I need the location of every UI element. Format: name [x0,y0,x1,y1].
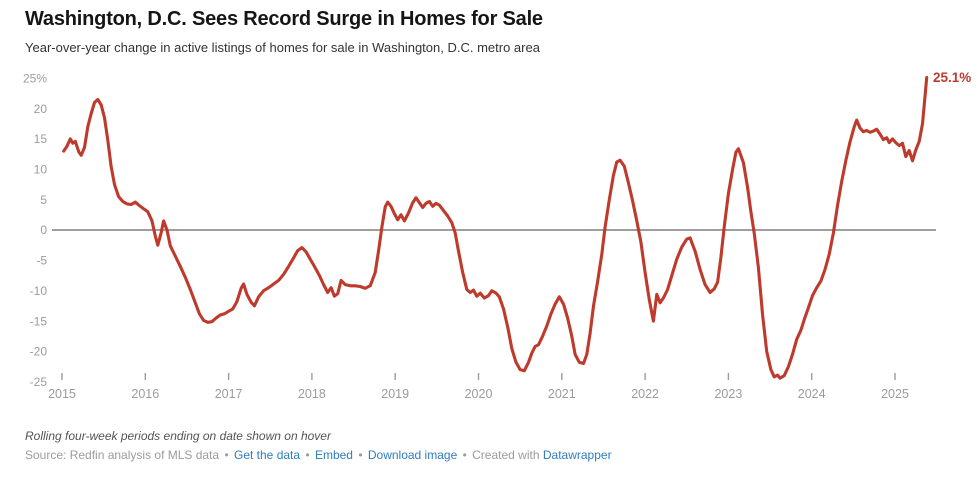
separator-dot: • [358,448,363,462]
source-text: Source: Redfin analysis of MLS data [25,448,220,462]
x-axis-label: 2023 [714,387,742,401]
line-chart: 25% 20 15 10 5 0 -5 -10 -15 -20 -25 2015 2016 2017 201… [0,60,980,412]
y-axis-label: -25 [30,375,48,389]
y-axis-label: 15 [34,132,48,146]
y-axis-label: 20 [34,102,48,116]
chart-subtitle: Year-over-year change in active listings… [25,40,540,55]
created-with-text: Created with [472,448,540,462]
y-axis-label: 0 [40,223,47,237]
embed-link[interactable]: Embed [314,448,353,462]
x-axis-label: 2022 [631,387,659,401]
x-axis-label: 2016 [131,387,159,401]
yoy-listings-line[interactable] [62,76,929,380]
source-line: Source: Redfin analysis of MLS data • Ge… [25,448,612,462]
datawrapper-link[interactable]: Datawrapper [542,448,612,462]
x-axis-label: 2019 [381,387,409,401]
download-image-link[interactable]: Download image [367,448,458,462]
y-axis-label: 25% [23,71,47,85]
y-axis-label: -20 [30,345,48,359]
separator-dot: • [224,448,229,462]
chart-footnote: Rolling four-week periods ending on date… [25,429,331,443]
y-axis-label: 5 [40,193,47,207]
x-axis-label: 2018 [298,387,326,401]
end-value-label: 25.1% [933,70,971,85]
x-axis-label: 2021 [548,387,576,401]
separator-dot: • [462,448,467,462]
y-axis-label: -15 [30,314,48,328]
y-axis-label: 10 [34,163,48,177]
page-title: Washington, D.C. Sees Record Surge in Ho… [25,8,543,30]
y-axis-label: -5 [36,254,47,268]
separator-dot: • [305,448,310,462]
x-axis-label: 2020 [465,387,493,401]
x-axis-label: 2015 [48,387,76,401]
x-axis-label: 2025 [881,387,909,401]
y-axis-label: -10 [30,284,48,298]
x-axis-label: 2024 [798,387,826,401]
get-the-data-link[interactable]: Get the data [234,448,301,462]
x-axis-label: 2017 [215,387,243,401]
